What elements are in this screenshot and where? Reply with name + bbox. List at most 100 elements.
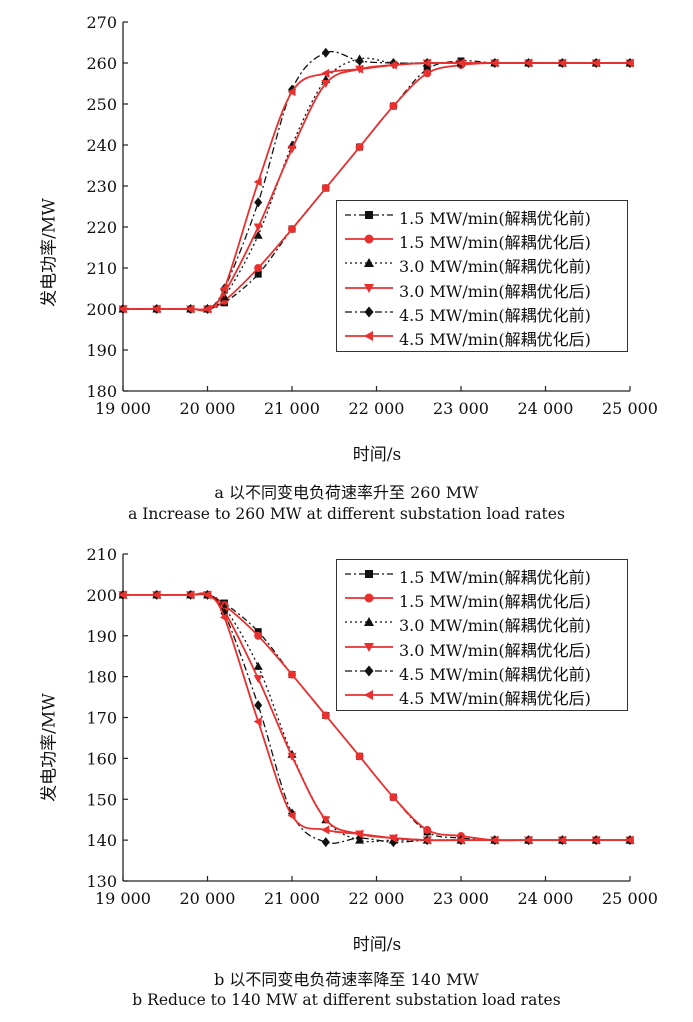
chart-b-series-2-point — [321, 711, 330, 720]
chart-a-series-6-point — [557, 58, 566, 68]
chart-b-series-6-point — [490, 835, 499, 845]
chart-b-series-6-point — [388, 833, 397, 843]
chart-b-x-tick-label: 19 000 — [95, 889, 151, 908]
chart-b-legend-swatch — [345, 593, 393, 603]
chart-b-series-5-point — [321, 837, 330, 848]
chart-a-series-6-point — [203, 304, 211, 314]
chart-b-series-3-point — [253, 661, 263, 670]
chart-b-series-6-point — [219, 612, 228, 622]
chart-b-series-2-point — [288, 670, 296, 679]
chart-b-legend: 1.5 MW/min(解耦优化前) 1.5 MW/min(解耦优化后) 3.0 MW… — [336, 559, 628, 711]
chart-b-series-6-point — [524, 835, 533, 845]
chart-b-legend-swatch — [345, 570, 393, 578]
chart-b-series-6-point — [625, 835, 634, 845]
chart-a-x-tick-label: 23 000 — [433, 399, 489, 418]
chart-a-legend-item: 1.5 MW/min(解耦优化前) — [337, 204, 627, 228]
chart-b-x-axis-label: 时间/s — [352, 935, 402, 955]
chart-b-series-6-point — [456, 835, 465, 845]
chart-a-caption-cn: a 以不同变电负荷速率升至 260 MW — [214, 483, 479, 502]
chart-a-legend-item: 3.0 MW/min(解耦优化后) — [337, 277, 627, 301]
chart-a-series-6-point — [321, 68, 330, 78]
chart-b-y-tick-label: 200 — [86, 586, 117, 605]
chart-b-legend-item: 4.5 MW/min(解耦优化前) — [337, 660, 627, 684]
chart-a-legend-label: 3.0 MW/min(解耦优化前) — [399, 257, 591, 277]
chart-a-x-tick-label: 20 000 — [180, 399, 236, 418]
chart-a-series-6-point — [456, 58, 465, 68]
chart-b-legend-label: 1.5 MW/min(解耦优化前) — [399, 568, 591, 587]
chart-b-series-2-point — [355, 752, 364, 761]
chart-b-series-6-point — [355, 829, 364, 839]
chart-a-legend-marker — [364, 306, 374, 318]
chart-a-legend-marker — [365, 211, 373, 219]
chart-a-legend-item: 1.5 MW/min(解耦优化后) — [337, 228, 627, 252]
chart-panel-a: 180 190 200 210 220 230 240 250 260 270 19 000 20 0… — [39, 13, 658, 523]
chart-b-legend-label: 4.5 MW/min(解耦优化前) — [399, 664, 591, 684]
chart-b-y-tick-label: 160 — [86, 749, 117, 768]
chart-b-series-4-point — [287, 752, 297, 761]
chart-a-y-axis-label: 发电功率/MW — [39, 198, 60, 307]
chart-b-legend-marker — [364, 617, 374, 627]
chart-b-caption-en: b Reduce to 140 MW at different substati… — [132, 991, 561, 1009]
chart-b-y-tick-label: 140 — [86, 831, 117, 850]
chart-a-x-tick-label: 22 000 — [349, 399, 405, 418]
chart-b-legend-swatch — [345, 617, 393, 627]
chart-a-legend-label: 1.5 MW/min(解耦优化前) — [399, 209, 591, 228]
chart-a-legend-marker — [364, 331, 373, 341]
chart-a-series-1-point — [254, 270, 262, 278]
chart-a-series-6-point — [524, 58, 533, 68]
chart-a-legend-swatch — [345, 283, 393, 293]
chart-b-x-tick-label: 25 000 — [602, 889, 658, 908]
chart-a-series-4-point — [287, 145, 297, 154]
chart-a-series-6-point — [118, 304, 127, 314]
chart-b-legend-swatch — [345, 665, 393, 677]
chart-b-series-6-point — [253, 717, 262, 727]
chart-a-legend-label: 4.5 MW/min(解耦优化后) — [399, 330, 591, 349]
chart-a-series-3-point — [253, 230, 263, 239]
chart-b-legend-marker — [364, 593, 374, 603]
chart-a-legend-swatch — [345, 258, 393, 268]
chart-a-legend-marker — [364, 258, 374, 268]
chart-b-series-6-point — [186, 590, 195, 600]
chart-a-series-5-point — [321, 47, 330, 58]
chart-a-series-2-point — [288, 225, 296, 234]
chart-a-legend-swatch — [345, 211, 393, 219]
chart-b-legend-item: 1.5 MW/min(解耦优化前) — [337, 563, 627, 587]
chart-a-legend-marker — [364, 283, 374, 293]
chart-a-x-tick-label: 19 000 — [95, 399, 151, 418]
chart-b-plot: 130 140 150 160 170 180 190 200 210 19 000 20 000 2… — [86, 545, 658, 908]
chart-a-series-6-point — [253, 177, 262, 187]
chart-a-series-6 — [118, 58, 634, 314]
chart-b-legend-marker — [365, 570, 373, 578]
chart-b-series-4-point — [253, 675, 263, 684]
chart-panel-b: 130 140 150 160 170 180 190 200 210 19 000 20 000 2… — [0, 535, 693, 1022]
chart-a-x-axis-label: 时间/s — [352, 445, 402, 465]
chart-a-series-6-line — [123, 61, 630, 312]
chart-a-series-6-point — [355, 64, 364, 74]
chart-b-legend-swatch — [345, 642, 393, 652]
chart-b-series-6-point — [422, 835, 431, 845]
chart-a-series-6-point — [287, 87, 296, 97]
chart-b-series-2-point — [254, 631, 263, 640]
chart-a-series-2-point — [423, 69, 432, 78]
chart-b-series-6-point — [591, 835, 600, 845]
chart-a-series-5-point — [254, 197, 263, 208]
chart-a-y-tick-label: 190 — [86, 341, 117, 360]
chart-b-y-tick-label: 190 — [86, 627, 117, 646]
chart-b-series-6-point — [287, 811, 296, 821]
chart-a-y-tick-label: 180 — [86, 382, 117, 401]
chart-a-legend-swatch — [345, 331, 393, 341]
chart-a-series-2-point — [389, 102, 398, 111]
chart-a-series-2-point — [254, 264, 263, 272]
chart-a-series-4-point — [253, 223, 263, 232]
chart-a-series-6-point — [625, 58, 634, 68]
chart-a-series-6-point — [490, 58, 499, 68]
chart-b-y-tick-label: 130 — [86, 872, 117, 891]
chart-a-x-tick-label: 25 000 — [602, 399, 658, 418]
chart-b-series-6-point — [152, 590, 161, 600]
chart-b-x-tick-label: 21 000 — [264, 889, 320, 908]
chart-a-legend-swatch — [345, 306, 393, 318]
chart-b-legend-item: 3.0 MW/min(解耦优化后) — [337, 636, 627, 660]
chart-a-legend-item: 4.5 MW/min(解耦优化前) — [337, 301, 627, 325]
chart-a-y-tick-label: 230 — [86, 177, 117, 196]
chart-b-y-tick-label: 150 — [86, 790, 117, 809]
